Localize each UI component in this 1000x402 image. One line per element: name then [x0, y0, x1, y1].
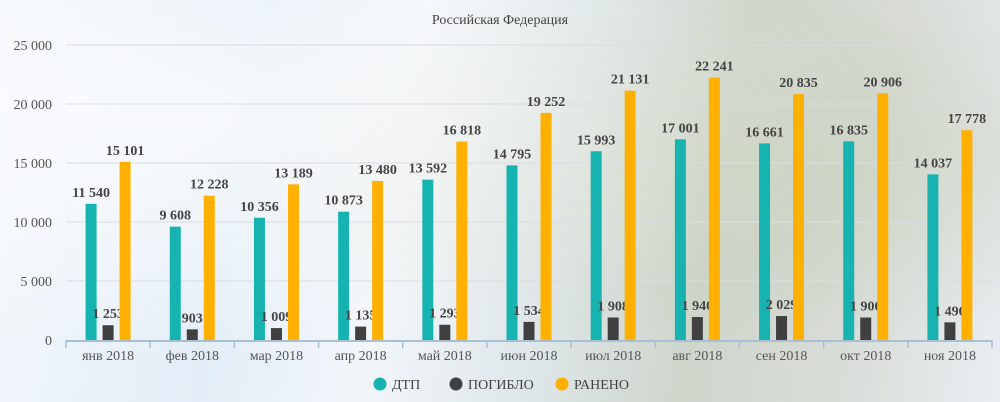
bar-ДТП: [85, 203, 97, 340]
bar-ПОГИБЛО: [270, 328, 282, 340]
x-tick-label: фев 2018: [166, 349, 219, 364]
bar-ДТП: [422, 179, 434, 340]
bar-ДТП: [506, 165, 518, 340]
y-tick-label: 5 000: [21, 275, 53, 290]
bar-ПОГИБЛО: [776, 316, 788, 340]
bar-ПОГИБЛО: [439, 324, 451, 340]
x-tick-label: авг 2018: [672, 349, 722, 364]
bar-ДТП: [169, 226, 181, 340]
data-label: 903: [182, 311, 203, 326]
data-label: 11 540: [72, 186, 110, 201]
bar-РАНЕНО: [540, 112, 552, 340]
x-tick-label: янв 2018: [82, 349, 134, 364]
x-tick-label: мар 2018: [250, 349, 303, 364]
legend-label: РАНЕНО: [574, 378, 629, 393]
data-label: 14 795: [493, 147, 532, 162]
data-label: 10 873: [324, 194, 363, 209]
bar-РАНЕНО: [708, 77, 720, 340]
data-label: 1 906: [850, 300, 882, 315]
data-label: 19 252: [527, 95, 566, 110]
x-tick-label: апр 2018: [335, 349, 387, 364]
y-tick-label: 10 000: [14, 216, 53, 231]
bar-РАНЕНО: [961, 130, 973, 340]
data-label: 13 480: [358, 163, 397, 178]
bar-РАНЕНО: [119, 161, 131, 340]
bar-ДТП: [674, 139, 686, 340]
bar-РАНЕНО: [372, 180, 384, 340]
data-label: 13 189: [274, 166, 313, 181]
bar-ПОГИБЛО: [355, 326, 367, 340]
data-label: 20 906: [863, 75, 902, 90]
data-label: 15 101: [106, 144, 145, 159]
bar-ПОГИБЛО: [691, 317, 703, 340]
bar-РАНЕНО: [877, 93, 889, 340]
data-label: 1 908: [597, 299, 629, 314]
x-tick-label: ноя 2018: [924, 349, 976, 364]
bar-ПОГИБЛО: [607, 317, 619, 340]
data-label: 1 253: [92, 307, 124, 322]
bar-РАНЕНО: [456, 141, 468, 340]
bar-ПОГИБЛО: [944, 322, 956, 340]
legend-marker: [449, 377, 463, 391]
data-label: 16 835: [829, 123, 868, 138]
bar-ДТП: [590, 151, 602, 340]
legend-label: ДТП: [392, 378, 420, 393]
bar-ДТП: [253, 217, 265, 340]
data-label: 1 496: [934, 304, 966, 319]
data-label: 15 993: [577, 133, 616, 148]
data-label: 16 661: [745, 125, 784, 140]
data-label: 2 029: [766, 298, 798, 313]
data-label: 14 037: [914, 156, 953, 171]
bar-ПОГИБЛО: [186, 329, 198, 340]
bar-ДТП: [843, 141, 855, 340]
data-label: 20 835: [779, 76, 818, 91]
data-label: 1 009: [261, 310, 293, 325]
y-tick-label: 20 000: [14, 98, 53, 113]
data-label: 9 608: [160, 209, 192, 224]
bar-ДТП: [338, 211, 350, 340]
bar-РАНЕНО: [793, 94, 805, 340]
data-label: 21 131: [611, 73, 650, 88]
data-label: 12 228: [190, 178, 229, 193]
data-label: 17 778: [948, 112, 987, 127]
data-label: 10 356: [240, 200, 279, 215]
data-label: 1 293: [429, 307, 461, 322]
legend-label: ПОГИБЛО: [468, 378, 534, 393]
data-label: 1 534: [513, 304, 545, 319]
bar-ПОГИБЛО: [523, 321, 535, 340]
x-tick-label: июн 2018: [501, 349, 558, 364]
bar-ДТП: [759, 143, 771, 340]
data-label: 1 946: [682, 299, 714, 314]
bar-ПОГИБЛО: [860, 317, 872, 340]
x-tick-label: окт 2018: [840, 349, 891, 364]
x-tick-label: май 2018: [418, 349, 472, 364]
data-label: 13 592: [409, 162, 448, 177]
x-tick-label: сен 2018: [756, 349, 808, 364]
bar-РАНЕНО: [287, 184, 299, 340]
x-tick-label: июл 2018: [585, 349, 641, 364]
bar-РАНЕНО: [203, 195, 215, 340]
data-label: 17 001: [661, 121, 700, 136]
chart-title: Российская Федерация: [432, 13, 569, 28]
data-label: 22 241: [695, 60, 734, 75]
data-label: 16 818: [443, 124, 482, 139]
data-label: 1 135: [345, 309, 377, 324]
legend-marker: [373, 377, 387, 391]
y-tick-label: 15 000: [14, 157, 53, 172]
bar-ДТП: [927, 174, 939, 340]
y-tick-label: 25 000: [14, 39, 53, 54]
legend-marker: [555, 377, 569, 391]
y-tick-label: 0: [45, 334, 52, 349]
bar-РАНЕНО: [624, 90, 636, 340]
bar-ПОГИБЛО: [102, 325, 114, 340]
